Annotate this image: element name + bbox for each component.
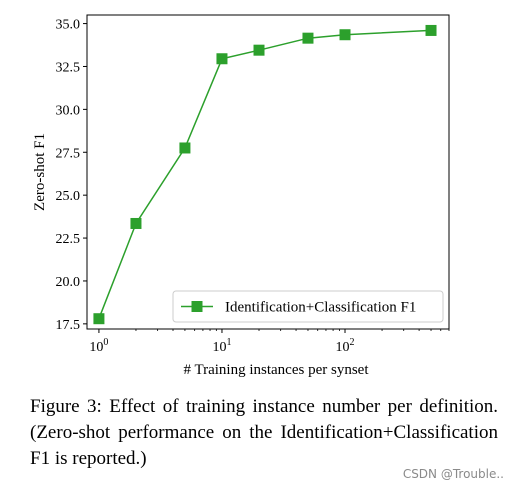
data-point-marker xyxy=(130,217,142,229)
x-tick-label: 101 xyxy=(212,337,231,355)
y-tick-label: 35.0 xyxy=(56,18,81,33)
plot-area-frame xyxy=(86,14,450,330)
x-axis-title: # Training instances per synset xyxy=(184,362,370,378)
data-point-marker xyxy=(179,142,191,154)
data-point-marker xyxy=(253,44,265,56)
data-point-marker xyxy=(216,53,228,65)
series-line xyxy=(98,29,432,319)
y-tick-label: 22.5 xyxy=(56,232,81,247)
chart-svg: 17.5 20.0 22.5 25.0 27.5 30.0 32.5 35.0 100 101 10… xyxy=(32,14,450,378)
data-point-marker xyxy=(425,24,437,36)
y-tick-label: 32.5 xyxy=(56,60,81,75)
legend-marker xyxy=(191,301,203,312)
figure-caption: Figure 3: Effect of training instance nu… xyxy=(30,396,498,469)
y-tick-label: 25.0 xyxy=(56,189,81,204)
y-tick-label: 20.0 xyxy=(56,275,81,290)
legend-box xyxy=(172,290,444,323)
legend-label: Identification+Classification F1 xyxy=(225,300,416,316)
chart-figure: 17.5 20.0 22.5 25.0 27.5 30.0 32.5 35.0 100 101 10… xyxy=(32,14,450,378)
y-tick-label: 17.5 xyxy=(56,318,81,333)
data-point-marker xyxy=(93,313,105,325)
data-point-marker xyxy=(302,32,314,44)
x-tick-label: 102 xyxy=(336,337,355,355)
data-point-marker xyxy=(339,29,351,41)
y-tick-label: 27.5 xyxy=(56,146,81,161)
watermark: CSDN @Trouble.. xyxy=(402,467,504,481)
x-tick-label: 100 xyxy=(89,337,108,355)
y-tick-label: 30.0 xyxy=(56,103,81,118)
y-axis-title: Zero-shot F1 xyxy=(32,133,48,211)
